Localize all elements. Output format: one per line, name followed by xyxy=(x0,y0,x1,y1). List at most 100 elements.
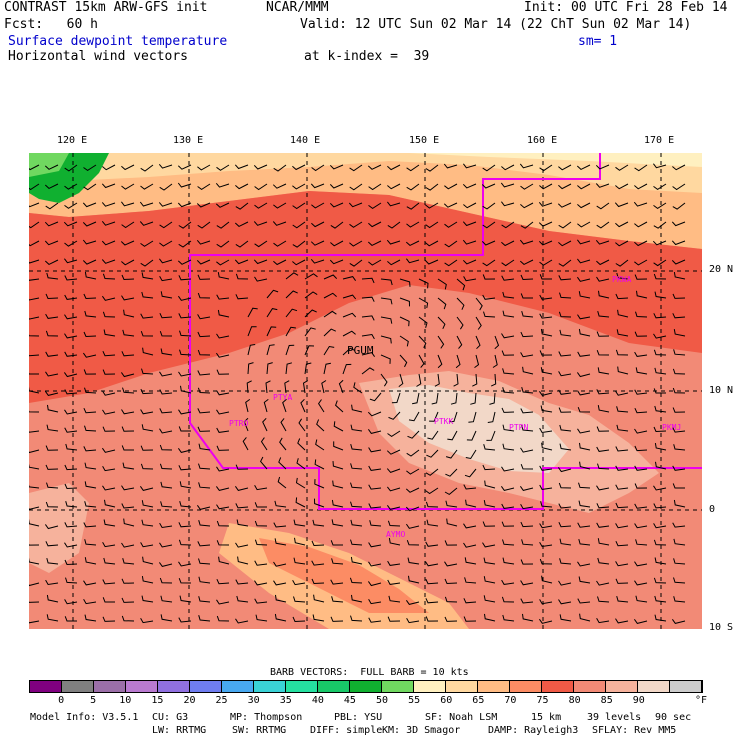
wind-barb xyxy=(653,426,667,433)
wind-barb xyxy=(353,382,363,394)
cu-scheme: CU: G3 xyxy=(152,712,189,723)
wind-barb xyxy=(634,221,648,228)
wind-barb xyxy=(444,183,458,190)
wind-barb xyxy=(323,310,337,318)
wind-barb xyxy=(361,315,375,321)
wind-barb xyxy=(274,538,287,546)
wind-barb xyxy=(141,272,154,280)
wind-barb xyxy=(44,221,59,227)
wind-barb xyxy=(84,425,97,432)
wind-barb xyxy=(482,274,496,280)
wind-barb xyxy=(102,409,116,415)
wind-barb xyxy=(502,387,515,394)
wind-barb xyxy=(64,522,78,528)
wind-barb xyxy=(310,258,325,264)
wind-barb xyxy=(45,313,59,319)
wind-barb xyxy=(418,335,427,349)
wind-barb xyxy=(558,407,572,413)
wind-barb xyxy=(456,316,464,330)
wind-barb xyxy=(83,407,97,414)
wind-barb xyxy=(576,372,591,378)
wind-barb xyxy=(391,392,401,404)
time-step: 90 sec xyxy=(655,712,692,723)
wind-barb xyxy=(502,368,515,375)
wind-barb xyxy=(616,406,629,413)
wind-barb xyxy=(490,373,497,387)
wind-barb xyxy=(636,290,648,299)
wind-barb xyxy=(615,390,629,396)
wind-barb xyxy=(653,202,667,210)
wind-barb xyxy=(253,221,268,226)
wind-barb xyxy=(323,292,337,299)
wind-barb xyxy=(310,183,325,189)
station-ptkk: PTKK xyxy=(434,417,454,426)
color-bar-cell xyxy=(126,681,158,692)
wind-barb xyxy=(578,328,591,337)
wind-barb xyxy=(44,164,59,170)
wind-barb xyxy=(577,239,591,245)
wind-barb xyxy=(247,326,257,337)
wind-barb xyxy=(520,464,534,470)
wind-barb xyxy=(596,446,610,452)
color-bar-cell xyxy=(286,681,318,692)
wind-barb xyxy=(418,354,425,368)
lon-label-140e: 140 E xyxy=(290,135,321,146)
wind-barb xyxy=(29,506,40,510)
wind-barb xyxy=(576,276,591,282)
wind-barb xyxy=(65,577,78,584)
wind-barb xyxy=(216,445,230,451)
wind-barb xyxy=(406,202,420,210)
wind-barb xyxy=(456,335,463,349)
wind-barb xyxy=(425,561,439,567)
wind-barb xyxy=(615,240,629,247)
wind-barb xyxy=(521,539,534,546)
wind-barb xyxy=(445,500,458,508)
color-bar-cell xyxy=(606,681,638,692)
wind-barb xyxy=(350,501,363,508)
wind-barb xyxy=(501,240,515,247)
wind-barb xyxy=(234,221,249,227)
wind-barb xyxy=(273,259,287,266)
wind-barb xyxy=(44,183,59,189)
wind-barb xyxy=(489,392,496,405)
color-bar-cell xyxy=(446,681,478,692)
wind-barb xyxy=(331,558,344,565)
wind-barb xyxy=(304,291,318,299)
wind-barb xyxy=(216,578,230,585)
wind-barb xyxy=(453,373,459,387)
wind-barb xyxy=(596,389,610,395)
wind-barb xyxy=(330,221,344,229)
wind-barb xyxy=(596,618,610,624)
wind-barb xyxy=(577,407,591,413)
valid-time: Valid: 12 UTC Sun 02 Mar 14 (22 ChT Sun … xyxy=(300,17,692,32)
wind-barb xyxy=(464,468,477,478)
wind-barb xyxy=(615,221,629,228)
wind-barb xyxy=(160,481,173,489)
wind-barb xyxy=(293,519,306,527)
wind-barb xyxy=(502,539,515,546)
wind-barb xyxy=(83,293,97,300)
wind-barb xyxy=(615,540,629,547)
wind-barb xyxy=(559,538,572,546)
wind-barb xyxy=(46,557,59,565)
wind-barb xyxy=(234,164,249,170)
wind-barb xyxy=(349,221,363,228)
wind-barb xyxy=(235,273,249,280)
wind-barb xyxy=(616,329,629,337)
wind-barb xyxy=(121,503,135,509)
wind-barb xyxy=(598,290,610,299)
wind-barb xyxy=(159,221,173,229)
wind-barb xyxy=(367,240,382,246)
wind-barb xyxy=(29,484,40,489)
wind-barb xyxy=(64,294,78,300)
wind-barb xyxy=(367,581,382,587)
color-bar-tick-label: 30 xyxy=(247,695,260,706)
wind-barb xyxy=(424,259,439,265)
wind-barb xyxy=(596,221,610,229)
damp-scheme: DAMP: Rayleigh3 xyxy=(488,725,579,736)
wind-barb xyxy=(83,598,97,605)
wind-barb xyxy=(418,316,428,328)
wind-barb xyxy=(577,522,591,528)
wind-barb xyxy=(121,295,135,301)
wind-barb xyxy=(615,578,629,584)
